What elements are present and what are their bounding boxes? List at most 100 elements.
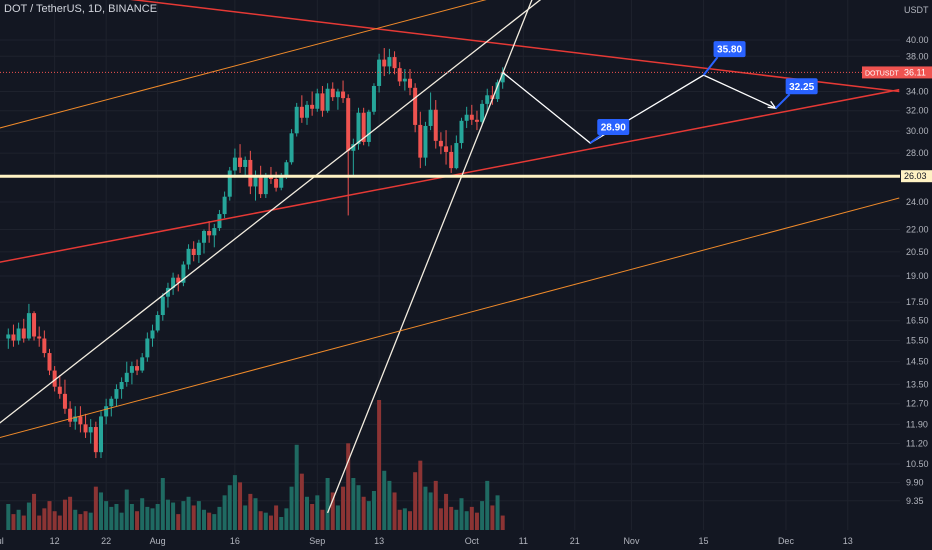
volume-bar [268,515,273,530]
volume-bar [196,501,201,530]
price-tick-label: 9.90 [906,478,924,488]
volume-bar [191,505,196,530]
candle-body [258,175,263,195]
volume-bar [253,498,258,530]
candle-body [57,386,62,394]
volume-bar [32,493,37,530]
volume-bar [346,443,351,530]
candle-body [263,176,268,195]
projection-callout[interactable] [713,41,746,58]
candle-body [480,103,485,122]
candle-body [238,157,243,167]
price-tick-label: 20.50 [906,247,929,257]
candle-body [377,59,382,86]
candle-body [222,196,227,215]
price-tick-label: 11.20 [906,439,928,449]
volume-bar [6,504,11,530]
candle-body [356,112,361,145]
candle-body [310,104,315,109]
time-tick-label: 13 [843,536,853,546]
volume-bar [119,512,124,530]
volume-bar [371,491,376,530]
volume-bar [124,489,129,530]
candle-body [490,95,495,100]
candles-layer [6,48,505,459]
volume-bar [459,498,464,530]
price-tick-label: 14.50 [906,357,929,367]
candle-body [129,366,134,373]
candle-body [408,78,412,88]
steep-trendline-white[interactable] [326,0,549,514]
price-tick-label: 10.50 [906,459,929,469]
descending-resistance-line[interactable] [0,0,900,93]
volume-bar [299,473,304,530]
currency-label[interactable]: USDT [904,5,929,15]
volume-bar [289,486,294,530]
time-tick-label: Sep [309,536,325,546]
candle-body [16,328,21,341]
volume-bar [171,502,176,530]
last-price-label: 36.11 [904,67,926,77]
volume-bar [361,496,366,530]
candle-body [500,72,505,83]
volume-bar [238,482,243,530]
upper-channel-orange[interactable] [0,0,564,131]
volume-bar [88,512,93,530]
volume-bar [160,478,165,530]
volume-bar [68,496,73,530]
candle-body [165,287,170,297]
volume-bar [109,506,114,530]
candle-body [135,366,140,371]
callout-pointer [774,93,791,109]
volume-bar [500,515,505,530]
symbol-tag [862,66,901,79]
volume-bar [93,486,98,530]
price-tick-label: 17.50 [906,297,929,307]
candle-body [268,176,273,180]
projection-path[interactable] [502,71,776,144]
volume-bar [418,460,423,530]
candle-body [47,353,52,371]
candle-body [325,88,330,111]
candle-body [289,133,294,163]
volume-bar [351,478,356,530]
volume-bar [62,499,67,530]
symbol-title[interactable]: DOT / TetherUS, 1D, BINANCE [4,3,158,15]
time-tick-label: 22 [101,536,111,546]
projection-layer[interactable]: 28.90 35.80 32.25 [502,41,818,144]
volume-bar [129,504,134,530]
price-tick-label: 9.35 [906,496,924,506]
projection-callout-label: 28.90 [601,123,626,134]
volume-bar [341,486,346,530]
drawings-layer[interactable] [0,0,900,514]
candle-body [335,91,340,98]
candle-body [346,98,351,151]
projection-callout[interactable] [597,119,630,136]
volume-bar [165,499,170,530]
candle-body [196,242,201,256]
price-tick-label: 38.00 [906,51,929,61]
volume-bar [176,514,181,530]
price-tick-label: 15.50 [906,336,929,346]
volume-bar [464,511,469,530]
candle-body [243,159,248,167]
candle-body [109,398,114,407]
lower-channel-orange[interactable] [0,197,900,441]
projection-callout[interactable] [785,78,818,95]
volume-bar [480,501,485,530]
time-tick-label: 15 [699,536,709,546]
time-tick-label: Dec [778,536,795,546]
channel-midline-white[interactable] [0,0,564,432]
candle-body [474,119,479,122]
volume-bar [78,514,83,530]
volume-bar [37,515,42,530]
time-tick-label: 13 [374,536,384,546]
candle-body [284,162,289,176]
callout-pointer [702,56,719,76]
volume-bar [258,511,263,530]
time-tick-label: Oct [465,536,480,546]
candle-body [351,144,356,151]
volume-bar [73,509,78,530]
